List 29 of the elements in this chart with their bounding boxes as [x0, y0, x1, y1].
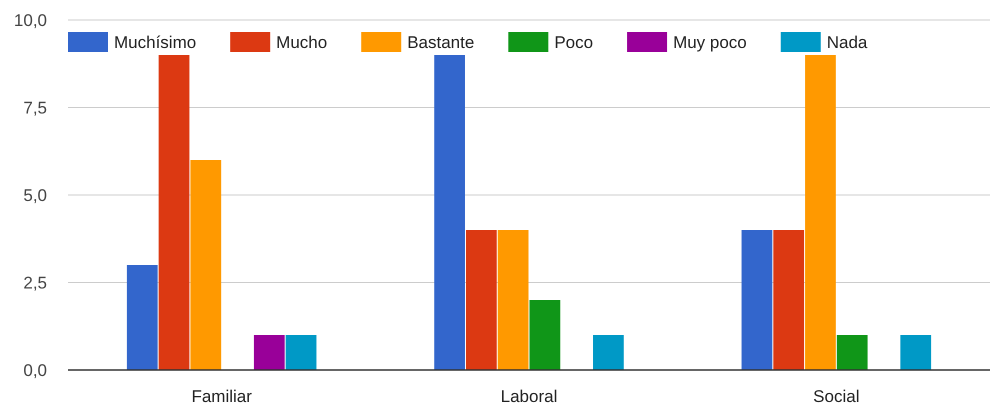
bar — [593, 335, 624, 370]
legend-label: Muy poco — [673, 32, 747, 52]
bar — [530, 300, 560, 370]
y-tick-label: 7,5 — [23, 98, 47, 118]
bar — [190, 160, 222, 370]
legend-label: Nada — [826, 32, 868, 52]
bar — [126, 265, 158, 370]
bar — [742, 230, 772, 370]
bar — [158, 55, 190, 370]
bar — [836, 335, 868, 370]
y-tick-label: 5,0 — [23, 186, 47, 205]
y-tick-label: 2,5 — [23, 273, 47, 292]
legend-label: Mucho — [276, 32, 328, 52]
bar — [466, 230, 497, 370]
bar — [286, 335, 316, 370]
bar — [900, 335, 932, 370]
bar — [805, 55, 836, 370]
y-tick-label: 10,0 — [14, 10, 47, 30]
bar — [498, 230, 528, 370]
legend-label: Poco — [554, 32, 594, 52]
bar — [434, 55, 465, 370]
bar — [254, 335, 285, 370]
x-tick-label: Social — [813, 386, 860, 406]
x-tick-label: Laboral — [500, 386, 558, 406]
bar — [773, 230, 804, 370]
y-tick-label: 0,0 — [23, 360, 47, 380]
legend-label: Muchísimo — [114, 32, 196, 52]
x-tick-label: Familiar — [191, 386, 252, 406]
legend-label: Bastante — [407, 32, 474, 52]
